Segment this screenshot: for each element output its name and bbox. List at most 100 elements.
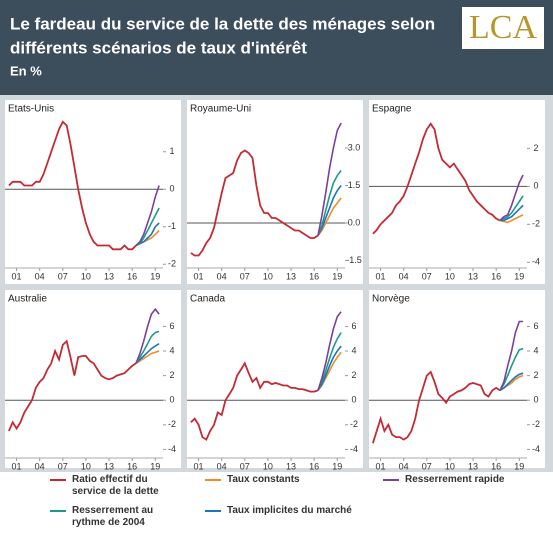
x-tick-label: 07 bbox=[58, 271, 68, 281]
x-tick-label: 16 bbox=[309, 461, 319, 471]
legend-label: Resserrement rapide bbox=[405, 474, 505, 485]
y-tick-label: 4 bbox=[169, 345, 174, 355]
x-tick-label: 04 bbox=[217, 271, 227, 281]
x-tick-label: 10 bbox=[81, 271, 91, 281]
y-tick-label: 6 bbox=[351, 321, 356, 331]
y-tick-label: -1 bbox=[168, 221, 176, 231]
x-tick-label: 19 bbox=[514, 461, 524, 471]
series-line bbox=[190, 149, 319, 257]
series-line bbox=[499, 195, 524, 222]
y-tick-label: 1 bbox=[169, 146, 174, 156]
series-line bbox=[135, 207, 160, 247]
panel-title: Australie bbox=[8, 294, 47, 305]
series-line bbox=[372, 122, 501, 235]
series-line bbox=[190, 361, 319, 441]
title: Le fardeau du service de la dette des mé… bbox=[10, 14, 435, 33]
x-tick-label: 19 bbox=[332, 461, 342, 471]
legend-swatch bbox=[50, 479, 66, 481]
x-tick-label: 19 bbox=[514, 271, 524, 281]
x-tick-label: 16 bbox=[491, 461, 501, 471]
header-bg bbox=[0, 0, 553, 95]
x-tick-label: 04 bbox=[399, 461, 409, 471]
legend-label: Taux implicites du marché bbox=[227, 505, 352, 516]
series-line bbox=[499, 320, 524, 391]
x-tick-label: 07 bbox=[58, 461, 68, 471]
x-tick-label: 04 bbox=[399, 271, 409, 281]
logo: LCA bbox=[469, 9, 537, 46]
y-tick-label: -2 bbox=[532, 219, 540, 229]
panel-title: Espagne bbox=[372, 104, 412, 115]
legend-label: Taux constants bbox=[227, 474, 300, 485]
x-tick-label: 07 bbox=[422, 271, 432, 281]
series-line bbox=[499, 372, 524, 392]
series-line bbox=[135, 350, 160, 364]
x-tick-label: 10 bbox=[445, 271, 455, 281]
y-tick-label: 4 bbox=[533, 345, 538, 355]
x-tick-label: 16 bbox=[127, 461, 137, 471]
x-tick-label: 19 bbox=[332, 271, 342, 281]
y-tick-label: -2 bbox=[532, 419, 540, 429]
y-tick-label: 2 bbox=[351, 370, 356, 380]
x-tick-label: 13 bbox=[104, 461, 114, 471]
x-tick-label: 13 bbox=[468, 461, 478, 471]
y-tick-label: 0 bbox=[351, 395, 356, 405]
series-line bbox=[499, 347, 524, 391]
x-tick-label: 04 bbox=[217, 461, 227, 471]
panel bbox=[187, 290, 363, 468]
panel-title: Royaume-Uni bbox=[190, 104, 251, 115]
series-line bbox=[8, 339, 137, 432]
panel bbox=[369, 290, 545, 468]
series-line bbox=[317, 345, 342, 391]
series-line bbox=[135, 307, 160, 364]
x-tick-label: 16 bbox=[127, 271, 137, 281]
legend-swatch bbox=[383, 479, 399, 481]
x-tick-label: 10 bbox=[81, 461, 91, 471]
x-tick-label: 01 bbox=[12, 271, 22, 281]
y-tick-label: -4 bbox=[350, 444, 358, 454]
x-tick-label: 07 bbox=[422, 461, 432, 471]
panel-title: Norvège bbox=[372, 294, 410, 305]
y-tick-label: 6 bbox=[533, 321, 538, 331]
x-tick-label: 10 bbox=[263, 461, 273, 471]
series-line bbox=[499, 214, 524, 224]
y-tick-label: 1.5 bbox=[348, 180, 361, 190]
y-tick-label: -2 bbox=[168, 419, 176, 429]
y-tick-label: -2 bbox=[350, 419, 358, 429]
y-tick-label: 0 bbox=[533, 395, 538, 405]
x-tick-label: 07 bbox=[240, 461, 250, 471]
panel-title: Etats-Unis bbox=[8, 104, 54, 115]
y-tick-label: 6 bbox=[169, 321, 174, 331]
x-tick-label: 16 bbox=[491, 271, 501, 281]
x-tick-label: 19 bbox=[150, 461, 160, 471]
x-tick-label: 19 bbox=[150, 271, 160, 281]
panel bbox=[5, 100, 181, 284]
y-tick-label: -4 bbox=[532, 444, 540, 454]
x-tick-label: 07 bbox=[240, 271, 250, 281]
y-tick-label: 2 bbox=[533, 143, 538, 153]
x-tick-label: 10 bbox=[445, 461, 455, 471]
y-tick-label: -2 bbox=[168, 259, 176, 269]
legend-label: Resserrement au rythme de 2004 bbox=[72, 505, 154, 528]
y-tick-label: -1.5 bbox=[346, 255, 362, 265]
x-tick-label: 13 bbox=[286, 271, 296, 281]
x-tick-label: 01 bbox=[376, 461, 386, 471]
series-line bbox=[135, 185, 160, 247]
x-tick-label: 01 bbox=[12, 461, 22, 471]
series-line bbox=[500, 204, 524, 222]
y-tick-label: 0 bbox=[533, 181, 538, 191]
legend-swatch bbox=[50, 510, 66, 512]
panel bbox=[369, 100, 545, 284]
legend-swatch bbox=[205, 510, 221, 512]
x-tick-label: 01 bbox=[376, 271, 386, 281]
x-tick-label: 04 bbox=[35, 461, 45, 471]
y-tick-label: -4 bbox=[168, 444, 176, 454]
series-line bbox=[499, 174, 524, 222]
legend-item: Resserrement au rythme de 2004 bbox=[50, 505, 160, 529]
x-tick-label: 01 bbox=[194, 271, 204, 281]
y-tick-label: 0 bbox=[169, 184, 174, 194]
series-line bbox=[8, 120, 137, 251]
title: différents scénarios de taux d'intérêt bbox=[10, 38, 307, 57]
series-line bbox=[317, 122, 342, 236]
